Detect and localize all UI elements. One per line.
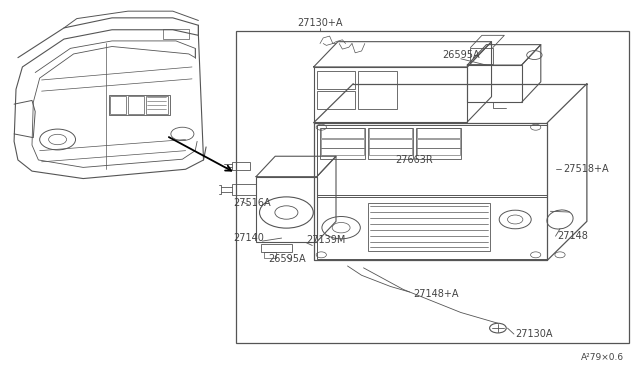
Bar <box>470 48 493 64</box>
Bar <box>320 128 365 159</box>
Bar <box>261 244 292 252</box>
Bar <box>110 96 126 114</box>
Bar <box>358 71 397 109</box>
Bar <box>317 91 355 109</box>
Bar <box>317 71 355 89</box>
Text: 26595A: 26595A <box>442 50 479 60</box>
Text: 27139M: 27139M <box>306 235 346 245</box>
Text: 27516A: 27516A <box>234 198 271 208</box>
Bar <box>256 177 317 242</box>
Bar <box>264 252 276 258</box>
Text: 27518+A: 27518+A <box>563 164 609 174</box>
Bar <box>146 96 168 114</box>
Text: 27130+A: 27130+A <box>297 18 343 28</box>
Text: A²79×0.6: A²79×0.6 <box>581 353 624 362</box>
Bar <box>417 139 460 148</box>
Bar <box>236 31 629 343</box>
Bar <box>321 139 364 148</box>
Bar <box>109 95 170 115</box>
Text: 27140: 27140 <box>233 233 264 243</box>
Text: 27148+A: 27148+A <box>413 289 458 299</box>
Bar <box>317 125 547 195</box>
Bar <box>368 128 413 159</box>
Text: 27148: 27148 <box>557 231 588 241</box>
Bar <box>314 67 467 122</box>
Text: 26595A: 26595A <box>268 254 305 263</box>
Bar <box>369 128 412 138</box>
Bar <box>416 128 461 159</box>
Bar <box>321 148 364 155</box>
Text: 27663R: 27663R <box>396 155 433 165</box>
Bar <box>317 197 547 259</box>
Bar <box>467 65 522 102</box>
Bar <box>321 128 364 138</box>
Bar <box>417 148 460 155</box>
Bar <box>417 128 460 138</box>
Text: 27130A: 27130A <box>515 329 553 339</box>
Bar <box>369 148 412 155</box>
Bar <box>368 203 490 251</box>
Bar <box>163 29 189 39</box>
Bar <box>128 96 144 114</box>
Bar <box>232 162 250 170</box>
Bar <box>369 139 412 148</box>
Bar <box>232 184 256 195</box>
